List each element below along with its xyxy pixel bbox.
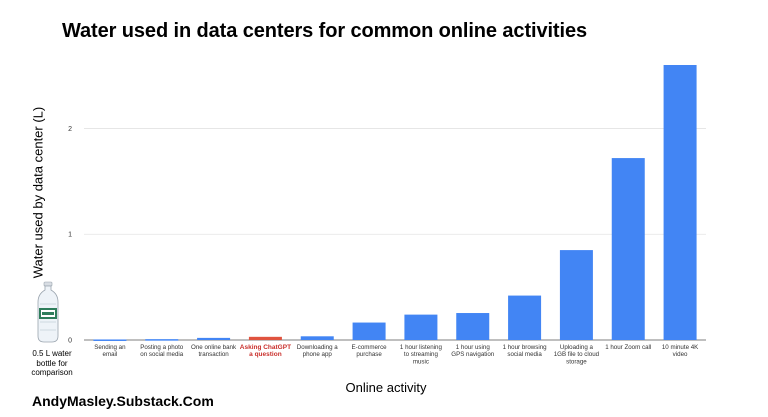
x-tick-label: Downloading a phone app bbox=[297, 344, 338, 358]
x-tick-label: 1 hour listening to streaming music bbox=[400, 344, 443, 365]
x-tick-label: 1 hour Zoom call bbox=[605, 344, 651, 351]
bar bbox=[456, 313, 490, 340]
bar bbox=[404, 314, 438, 340]
bottle-caption-line: bottle for bbox=[36, 358, 68, 368]
x-tick-label: Sending an email bbox=[94, 344, 126, 358]
bottle-caption: 0.5 L water bottle for comparison bbox=[22, 349, 82, 378]
y-tick-label: 2 bbox=[68, 126, 72, 133]
x-tick-label: 10 minute 4K video bbox=[662, 344, 699, 358]
x-tick-label: 1 hour using GPS navigation bbox=[451, 344, 495, 358]
bar bbox=[93, 339, 127, 341]
x-tick-label: Posting a photo on social media bbox=[140, 344, 184, 358]
x-tick-label: E-commerce purchase bbox=[352, 344, 388, 358]
bar bbox=[663, 65, 697, 340]
x-tick-label: 1 hour browsing social media bbox=[503, 344, 548, 358]
bar bbox=[197, 337, 231, 340]
y-tick-label: 0 bbox=[68, 338, 72, 345]
bar bbox=[352, 322, 386, 340]
bar bbox=[559, 250, 593, 340]
bar bbox=[300, 336, 334, 340]
x-tick-label: Asking ChatGPT a question bbox=[240, 344, 291, 358]
bottle-caption-line: 0.5 L water bbox=[32, 349, 72, 358]
attribution: AndyMasley.Substack.Com bbox=[32, 393, 214, 409]
x-axis-label: Online activity bbox=[345, 380, 427, 395]
x-tick-label: Uploading a 1GB file to cloud storage bbox=[554, 344, 600, 365]
x-tick-label: One online bank transaction bbox=[191, 344, 237, 358]
bar bbox=[611, 158, 645, 340]
bar bbox=[508, 295, 542, 340]
bar bbox=[145, 339, 179, 341]
water-bottle-icon bbox=[37, 281, 59, 343]
y-tick-label: 1 bbox=[68, 232, 72, 239]
chart-title: Water used in data centers for common on… bbox=[62, 20, 587, 42]
bar bbox=[248, 336, 282, 340]
bottle-caption-line: comparison bbox=[31, 368, 73, 377]
